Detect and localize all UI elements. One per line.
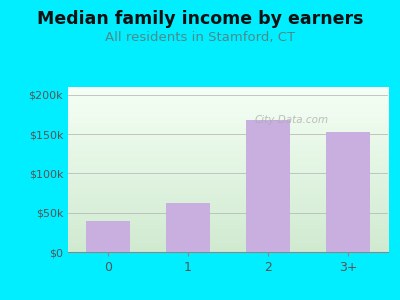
Text: City-Data.com: City-Data.com <box>255 115 329 125</box>
Bar <box>166 202 210 252</box>
Bar <box>246 120 290 252</box>
Text: All residents in Stamford, CT: All residents in Stamford, CT <box>105 32 295 44</box>
Bar <box>86 220 130 252</box>
Text: Median family income by earners: Median family income by earners <box>37 11 363 28</box>
Bar <box>326 132 370 252</box>
